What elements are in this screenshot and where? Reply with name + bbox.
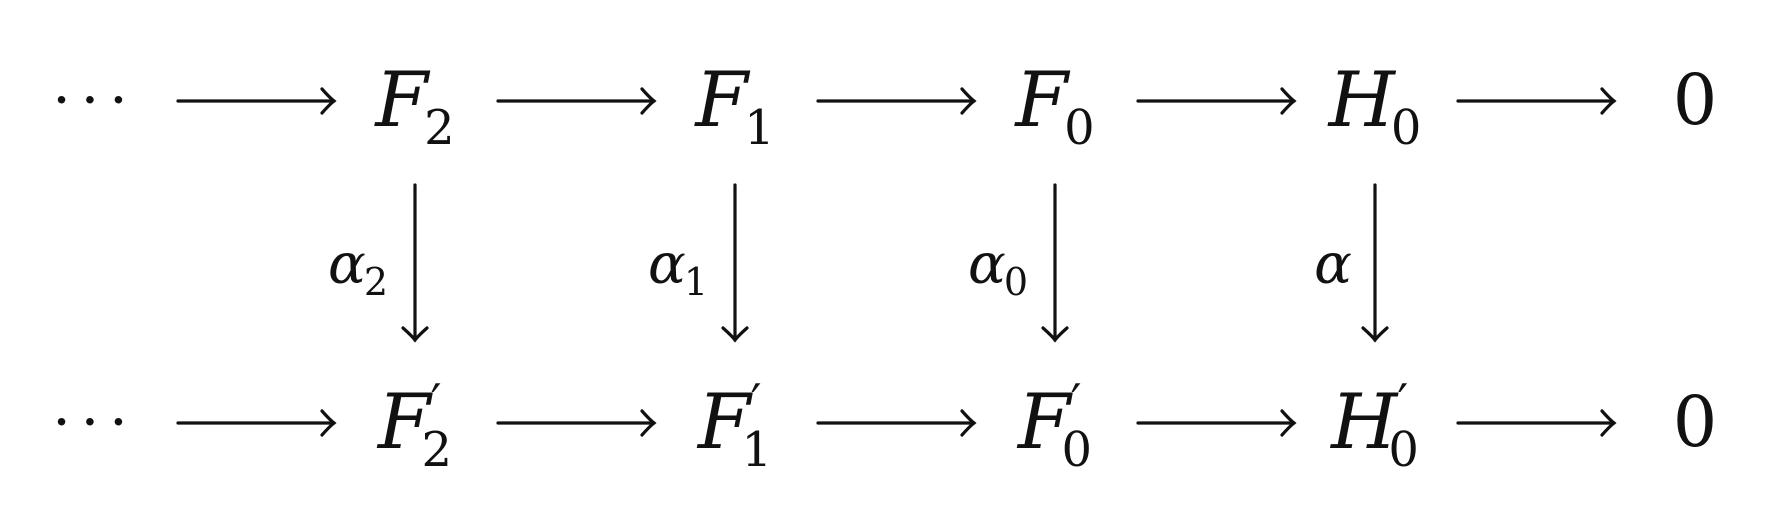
- bottom-arrow-4: [1136, 409, 1297, 437]
- map-label-alpha: α: [1314, 237, 1352, 293]
- node-F2-prime: F′2: [378, 378, 452, 474]
- map-label-alpha2: α2: [328, 237, 388, 302]
- vertical-arrow-alpha: [1361, 183, 1389, 343]
- bottom-arrow-2: [496, 409, 657, 437]
- map-label-alpha2-base: α: [327, 232, 366, 297]
- node-F0: F0: [1015, 62, 1094, 153]
- bottom-arrow-3: [816, 409, 977, 437]
- node-F1-prime-sub: 1: [741, 422, 773, 478]
- top-arrow-4: [1136, 87, 1297, 115]
- node-F0-prime-mark: ′: [1070, 374, 1082, 430]
- vertical-arrow-alpha1: [721, 183, 749, 343]
- vertical-arrow-alpha0: [1041, 183, 1069, 343]
- node-F0-base: F: [1015, 55, 1069, 144]
- node-F2-base: F: [375, 55, 429, 144]
- top-arrow-3: [816, 87, 977, 115]
- vertical-arrow-alpha2: [401, 183, 429, 343]
- node-F1-prime: F′1: [698, 378, 772, 474]
- bottom-arrow-5: [1456, 409, 1617, 437]
- node-zero-top: 0: [1672, 59, 1718, 141]
- node-F2-prime-base: F: [377, 377, 431, 466]
- node-H0-prime: H′0: [1331, 378, 1419, 474]
- node-H0-prime-mark: ′: [1397, 374, 1409, 430]
- map-label-alpha1-sub: 1: [683, 260, 708, 304]
- node-F1-prime-base: F: [697, 377, 751, 466]
- node-F2-sub: 2: [424, 100, 455, 156]
- node-F0-sub: 0: [1064, 100, 1095, 156]
- node-F0-prime-base: F: [1017, 377, 1071, 466]
- map-label-alpha-base: α: [1314, 232, 1352, 297]
- top-arrow-1: [176, 87, 337, 115]
- map-label-alpha1: α1: [648, 237, 708, 302]
- map-label-alpha0: α0: [968, 237, 1028, 302]
- node-F2: F2: [375, 62, 454, 153]
- node-F2-prime-sub: 2: [421, 422, 453, 478]
- node-F1-sub: 1: [744, 100, 775, 156]
- node-F1-prime-mark: ′: [750, 374, 762, 430]
- node-H0-prime-base: H: [1331, 377, 1398, 466]
- node-zero-bottom: 0: [1672, 381, 1718, 463]
- map-label-alpha0-sub: 0: [1003, 260, 1028, 304]
- node-F1: F1: [695, 62, 774, 153]
- map-label-alpha2-sub: 2: [363, 260, 388, 304]
- top-arrow-5: [1456, 87, 1617, 115]
- bottom-ellipsis: ···: [52, 388, 138, 456]
- node-H0: H0: [1329, 62, 1422, 153]
- map-label-alpha1-base: α: [647, 232, 686, 297]
- node-H0-sub: 0: [1390, 100, 1422, 156]
- node-H0-prime-sub: 0: [1388, 422, 1419, 478]
- node-F0-prime: F′0: [1018, 378, 1092, 474]
- node-F0-prime-sub: 0: [1061, 422, 1093, 478]
- top-arrow-2: [496, 87, 657, 115]
- top-ellipsis: ···: [52, 66, 138, 134]
- node-F1-base: F: [695, 55, 749, 144]
- map-label-alpha0-base: α: [967, 232, 1006, 297]
- node-F2-prime-mark: ′: [430, 374, 442, 430]
- node-H0-base: H: [1328, 55, 1395, 144]
- bottom-arrow-1: [176, 409, 337, 437]
